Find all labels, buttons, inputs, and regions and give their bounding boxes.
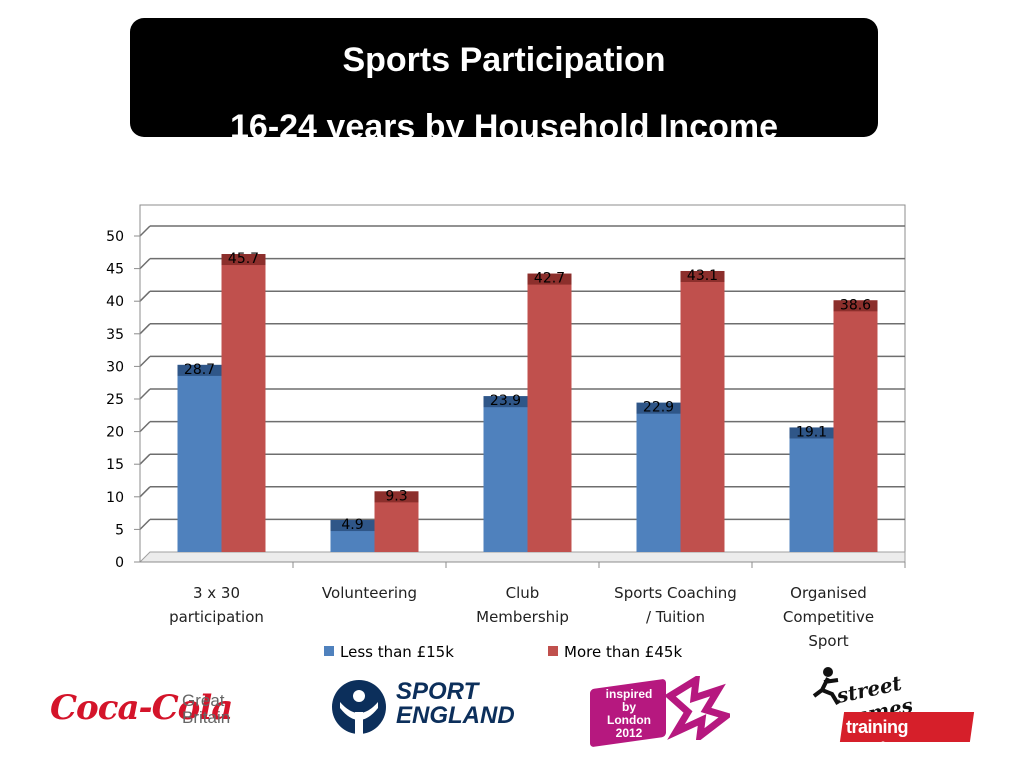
- sport-england-line1: SPORT: [396, 678, 479, 705]
- data-label: 43.1: [687, 268, 718, 284]
- sport-england-logo: SPORT ENGLAND: [330, 676, 520, 738]
- data-label: 45.7: [228, 251, 259, 267]
- category-label: Sport: [808, 632, 848, 650]
- data-label: 4.9: [341, 517, 363, 533]
- grid-diagonal: [139, 421, 151, 433]
- coca-cola-logo: Coca-Cola Great Britain: [48, 686, 238, 736]
- chart-subtitle: 16-24 years by Household Income: [230, 108, 778, 146]
- sport-england-line2: ENGLAND: [396, 702, 515, 729]
- coca-cola-script: Coca-Cola: [50, 688, 233, 728]
- sport-england-wordmark: SPORT ENGLAND: [396, 680, 515, 728]
- category-label: Membership: [476, 608, 569, 626]
- runner-icon: [812, 667, 840, 706]
- coca-cola-region: Great Britain: [182, 691, 231, 727]
- data-label: 42.7: [534, 271, 565, 287]
- bar-top: [789, 427, 834, 439]
- grid-diagonal: [139, 323, 151, 335]
- bar-top: [527, 273, 572, 285]
- y-tick-label: 30: [106, 359, 124, 375]
- chart-title: Sports Participation: [342, 41, 666, 79]
- grid-diagonal: [139, 258, 151, 270]
- legend-label: More than £45k: [564, 643, 682, 661]
- legend-swatch: [324, 646, 334, 656]
- data-label: 19.1: [796, 424, 827, 440]
- category-label: participation: [169, 608, 264, 626]
- plot-floor: [138, 551, 906, 563]
- grid-diagonal: [139, 518, 151, 530]
- data-label: 28.7: [184, 362, 215, 378]
- data-label: 38.6: [840, 297, 871, 313]
- y-tick-label: 0: [115, 555, 124, 571]
- bar-top: [636, 402, 681, 414]
- legend-label: Less than £15k: [340, 643, 454, 661]
- category-label: Volunteering: [322, 584, 417, 602]
- category-label: Sports Coaching: [614, 584, 737, 602]
- category-label: Club: [506, 584, 540, 602]
- y-tick-label: 35: [106, 327, 124, 343]
- bar-low-income: [483, 396, 528, 552]
- y-tick-label: 20: [106, 425, 124, 441]
- bar-top: [483, 396, 528, 408]
- y-tick-label: 15: [106, 457, 124, 473]
- y-tick-label: 5: [115, 522, 124, 538]
- title-box: Sports Participation 16-24 years by Hous…: [130, 18, 878, 146]
- grid-diagonal: [139, 453, 151, 465]
- bar-high-income: [680, 270, 725, 552]
- category-label: Competitive: [783, 608, 874, 626]
- data-label: 23.9: [490, 393, 521, 409]
- grid-diagonal: [139, 225, 151, 237]
- bar-high-income: [833, 300, 878, 552]
- grid-diagonal: [139, 290, 151, 302]
- london-2012-logo: inspired by London 2012: [590, 672, 730, 748]
- y-tick-label: 45: [106, 262, 124, 278]
- grid-diagonal: [139, 355, 151, 367]
- london-2012-emblem-icon: [666, 676, 730, 740]
- bar-high-income: [221, 254, 266, 552]
- street-games-logo: street games training academy: [808, 662, 975, 759]
- bar-top: [833, 300, 878, 312]
- london-2012-text: inspired by London 2012: [605, 687, 653, 740]
- bar-top: [374, 491, 419, 503]
- bar-top: [221, 254, 266, 266]
- y-tick-label: 10: [106, 490, 124, 506]
- legend-swatch: [548, 646, 558, 656]
- y-tick-label: 40: [106, 294, 124, 310]
- category-label: 3 x 30: [193, 584, 240, 602]
- bar-top: [177, 364, 222, 376]
- category-label: / Tuition: [646, 608, 705, 626]
- grid-diagonal: [139, 388, 151, 400]
- grid-diagonal: [139, 486, 151, 498]
- bar-top: [680, 270, 725, 282]
- bar-low-income: [177, 364, 222, 552]
- bar-low-income: [789, 427, 834, 552]
- bar-top: [330, 520, 375, 532]
- data-label: 9.3: [385, 488, 407, 504]
- training-academy-text: training academy: [846, 717, 920, 759]
- y-tick-label: 25: [106, 392, 124, 408]
- category-label: Organised: [790, 584, 867, 602]
- bar-low-income: [636, 402, 681, 552]
- sport-england-icon: [332, 680, 386, 734]
- data-label: 22.9: [643, 400, 674, 416]
- y-tick-label: 50: [106, 229, 124, 245]
- bar-high-income: [527, 273, 572, 552]
